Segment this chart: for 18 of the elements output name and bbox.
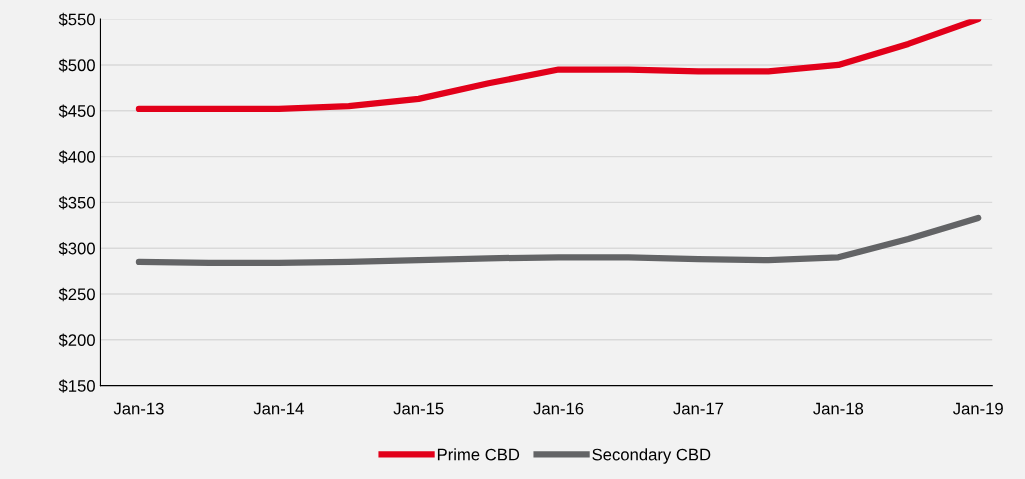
y-tick-label: $550 bbox=[58, 12, 95, 27]
x-tick-label: Jan-18 bbox=[813, 402, 864, 415]
y-tick-label: $150 bbox=[58, 379, 95, 393]
y-tick-label: $500 bbox=[58, 58, 95, 73]
x-tick-label: Jan-14 bbox=[253, 402, 304, 415]
x-tick-label: Jan-19 bbox=[952, 402, 1003, 415]
y-tick-label: $350 bbox=[58, 196, 95, 210]
y-tick-label: $300 bbox=[58, 241, 95, 256]
legend-label: Secondary CBD bbox=[592, 448, 711, 464]
x-tick-label: Jan-17 bbox=[673, 402, 724, 415]
x-tick-label: Jan-16 bbox=[533, 402, 584, 415]
legend-label: Prime CBD bbox=[437, 448, 520, 461]
y-tick-label: $200 bbox=[58, 333, 95, 347]
y-tick-label: $400 bbox=[58, 150, 95, 164]
x-tick-label: Jan-13 bbox=[113, 402, 164, 415]
y-tick-label: $450 bbox=[58, 104, 95, 118]
x-tick-label: Jan-15 bbox=[393, 402, 444, 415]
y-tick-label: $250 bbox=[58, 287, 95, 302]
